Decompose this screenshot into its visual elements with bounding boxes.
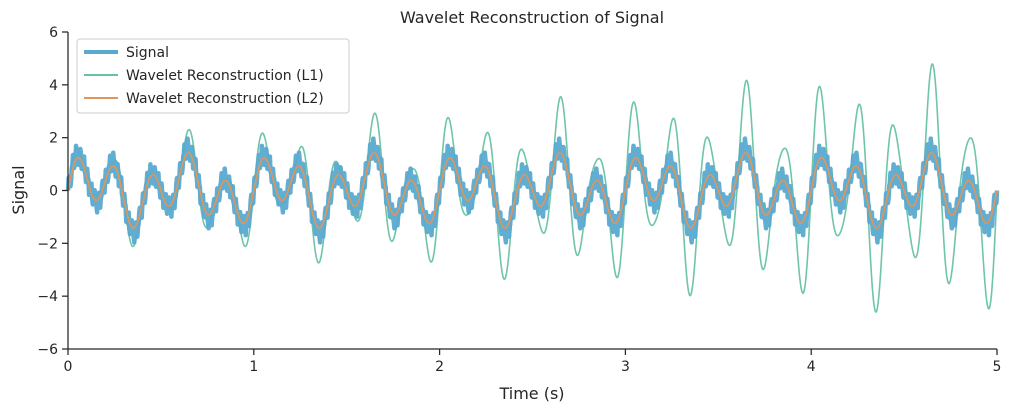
legend-label-l2: Wavelet Reconstruction (L2) bbox=[126, 91, 324, 107]
x-tick-label: 0 bbox=[64, 359, 73, 375]
y-tick-label: 6 bbox=[49, 25, 58, 41]
plot-lines bbox=[65, 63, 1000, 313]
y-tick-label: 0 bbox=[49, 184, 58, 200]
x-tick-label: 4 bbox=[807, 359, 816, 375]
x-tick-label: 2 bbox=[435, 359, 444, 375]
x-tick-label: 3 bbox=[621, 359, 630, 375]
y-tick-label: 2 bbox=[49, 131, 58, 147]
x-tick-label: 1 bbox=[249, 359, 258, 375]
x-ticks: 0 1 2 3 4 5 bbox=[64, 349, 1002, 375]
x-axis-label: Time (s) bbox=[498, 384, 564, 403]
legend-label-l1: Wavelet Reconstruction (L1) bbox=[126, 68, 324, 84]
x-tick-label: 5 bbox=[993, 359, 1002, 375]
y-tick-label: −4 bbox=[37, 289, 58, 305]
y-tick-label: −6 bbox=[37, 342, 58, 358]
legend: Signal Wavelet Reconstruction (L1) Wavel… bbox=[76, 38, 350, 114]
chart-title: Wavelet Reconstruction of Signal bbox=[400, 8, 664, 27]
y-axis-label: Signal bbox=[9, 165, 28, 214]
legend-box bbox=[76, 38, 350, 114]
series-line-2 bbox=[67, 152, 998, 229]
legend-label-signal: Signal bbox=[126, 45, 169, 61]
y-tick-label: 4 bbox=[49, 78, 58, 94]
y-ticks: −6 −4 −2 0 2 4 6 bbox=[37, 25, 68, 358]
y-tick-label: −2 bbox=[37, 236, 58, 252]
